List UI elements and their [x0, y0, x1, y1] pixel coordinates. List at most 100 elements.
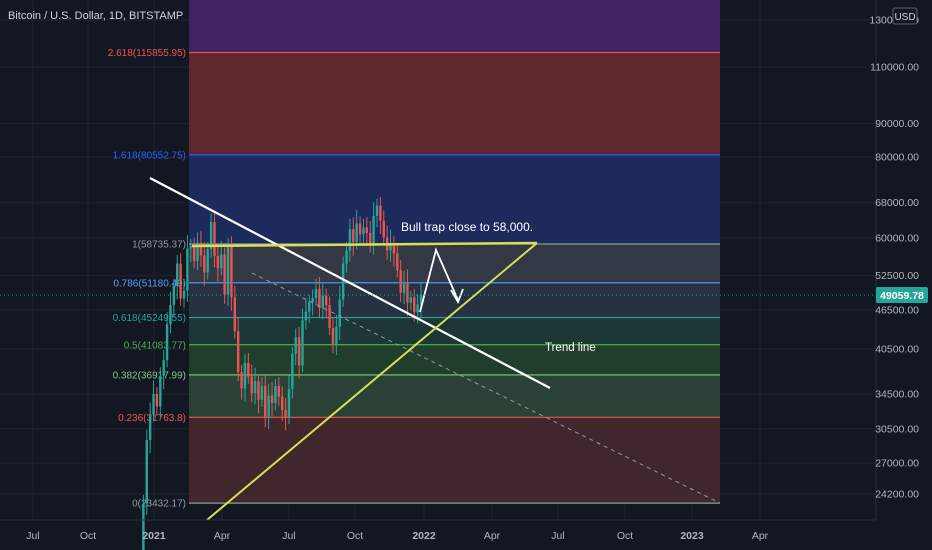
candle-body	[243, 363, 247, 389]
candle-body	[162, 360, 165, 376]
candle-body	[287, 389, 291, 417]
price-axis-label: 90000.00	[875, 118, 919, 130]
fib-band	[189, 374, 720, 418]
projection-arrowhead	[450, 288, 464, 305]
candle-body	[264, 385, 267, 418]
candle-body	[277, 385, 281, 397]
currency-badge[interactable]: USD	[892, 7, 918, 25]
price-axis-label: 52500.00	[875, 270, 919, 282]
candle-body	[250, 376, 253, 394]
candle-body	[220, 254, 223, 269]
candle-body	[369, 232, 372, 246]
symbol-title[interactable]: Bitcoin / U.S. Dollar, 1D, BITSTAMP	[8, 10, 183, 22]
candlestick-series	[142, 197, 423, 550]
candle-body	[270, 395, 274, 404]
current-price-text: 49059.78	[880, 290, 924, 302]
candle-body	[209, 222, 213, 250]
candle-body	[314, 288, 318, 298]
price-axis-label: 46500.00	[875, 304, 919, 316]
candle-body	[179, 263, 182, 299]
candle-body	[396, 253, 399, 271]
candle-body	[328, 305, 331, 329]
time-axis[interactable]: Jul Oct 2021 Apr Jul Oct 2022 Apr Jul Oct 2023 Apr	[0, 519, 876, 542]
candle-body	[155, 394, 159, 407]
projection-arrow-path	[419, 247, 459, 313]
fibonacci-retracement[interactable]: 2.618(115855.95) 1.618(80552.75) 1(58735.3…	[108, 0, 720, 510]
time-axis-label: Apr	[484, 530, 501, 542]
candle-body	[280, 396, 284, 410]
candle-body	[240, 372, 243, 389]
candle-body	[406, 282, 409, 303]
candle-body	[358, 223, 362, 235]
candle-body	[325, 295, 328, 306]
candle-body	[399, 270, 402, 293]
fib-level-label: 0(23432.17)	[132, 499, 186, 510]
candle-body	[318, 288, 321, 309]
candle-body	[159, 375, 162, 407]
time-axis-label: Apr	[214, 530, 231, 542]
candle-body	[311, 297, 314, 303]
currency-badge-frame	[892, 7, 918, 25]
fib-band-top	[189, 0, 720, 53]
candle-body	[321, 295, 325, 309]
candle-body	[230, 246, 233, 298]
candle-body	[308, 302, 311, 312]
candle-body	[335, 326, 338, 344]
fib-level-label: 1(58735.37)	[132, 240, 186, 251]
time-axis-label: Apr	[752, 530, 769, 542]
time-axis-label: Jul	[551, 530, 564, 542]
price-axis-label: 80000.00	[875, 151, 919, 163]
price-axis-label: 27000.00	[875, 458, 919, 470]
yellow-ascending-trend-line[interactable]	[206, 242, 538, 521]
fib-band	[189, 344, 720, 375]
fib-level-label: 0.382(36917.99)	[113, 370, 186, 381]
candle-body	[176, 263, 179, 287]
bull-trap-annotation: Bull trap close to 58,000.	[401, 220, 533, 234]
candle-body	[413, 297, 416, 313]
time-axis-label: 2022	[412, 530, 436, 542]
candle-body	[382, 220, 385, 238]
fib-level-label: 0.786(51180.49)	[113, 278, 186, 289]
candle-body	[372, 215, 375, 246]
candle-body	[362, 227, 365, 235]
time-axis-label: Oct	[347, 530, 363, 542]
time-axis-label: Jul	[26, 530, 39, 542]
price-axis-label: 24200.00	[875, 489, 919, 501]
candle-body	[409, 297, 413, 303]
candle-body	[192, 246, 196, 261]
trend-line-annotation: Trend line	[545, 342, 596, 354]
price-axis-label: 110000.00	[870, 62, 919, 74]
white-descending-trend-line[interactable]	[149, 177, 551, 389]
time-axis-label: Oct	[80, 530, 96, 542]
yellow-resistance-line[interactable]	[191, 241, 538, 248]
fib-level-label: 0.236(31763.8)	[118, 413, 186, 424]
candle-body	[331, 328, 335, 344]
candle-body	[142, 503, 145, 550]
candle-body	[165, 324, 169, 361]
fib-band	[189, 317, 720, 345]
fib-band	[189, 52, 720, 155]
price-axis-label: 40500.00	[875, 343, 919, 355]
candle-body	[402, 282, 406, 293]
time-axis-label: 2021	[142, 530, 166, 542]
candle-body	[236, 331, 240, 373]
fib-level-label: 1.618(80552.75)	[113, 150, 186, 161]
candle-body	[213, 222, 216, 256]
candle-body	[301, 320, 304, 366]
trend-lines[interactable]	[149, 177, 721, 521]
fib-band	[189, 244, 720, 283]
price-axis-label: 68000.00	[875, 197, 919, 209]
candle-body	[203, 255, 206, 273]
candle-body	[348, 229, 352, 251]
price-axis[interactable]: 130000.00110000.0090000.0080000.0068000.…	[869, 0, 919, 520]
candle-body	[341, 263, 345, 300]
candle-body	[260, 385, 264, 400]
candle-body	[352, 229, 355, 243]
candle-body	[145, 440, 148, 504]
candle-body	[365, 227, 369, 233]
candle-body	[199, 242, 203, 256]
candle-body	[291, 353, 294, 390]
candle-body	[206, 249, 209, 273]
candle-body	[375, 205, 379, 216]
